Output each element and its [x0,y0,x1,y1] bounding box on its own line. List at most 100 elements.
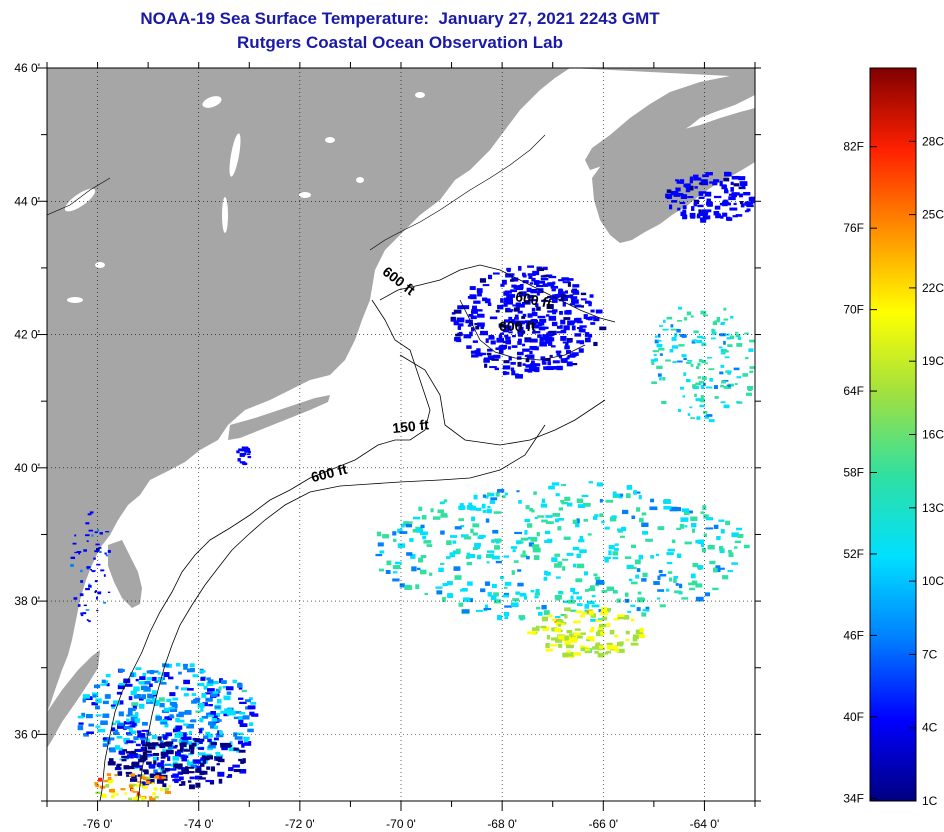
sst-pixel [673,578,677,583]
sst-pixel [151,698,156,703]
sst-pixel [573,652,582,656]
sst-pixel [619,493,624,497]
sst-pixel [504,290,512,294]
sst-pixel [206,766,211,770]
sst-pixel [579,340,585,345]
sst-pixel [600,611,608,616]
sst-pixel [635,574,640,579]
sst-pixel [124,792,128,795]
sst-pixel [684,541,692,545]
sst-pixel [488,274,493,280]
sst-pixel [423,540,432,544]
sst-pixel [130,717,138,722]
sst-pixel [510,367,515,371]
sst-pixel [138,696,144,701]
sst-pixel [517,338,522,342]
sst-pixel [449,535,458,538]
sst-pixel [461,609,470,614]
longitude-labels: -76 0' -74 0' -72 0' -70 0' -68 0' -66 0' -64 … [83,817,720,831]
sst-pixel [502,329,509,333]
sst-pixel [540,503,548,508]
sst-pixel [199,670,206,673]
sst-pixel [187,766,194,769]
sst-pixel [690,573,696,579]
sst-pixel [529,363,537,367]
sst-pixel [745,356,749,360]
sst-pixel [465,319,473,324]
sst-pixel [561,483,567,487]
sst-pixel [652,350,659,353]
sst-pixel [146,677,153,681]
sst-pixel [712,587,719,591]
sst-pixel [508,356,512,361]
sst-pixel [492,529,499,534]
sst-pixel [86,566,91,569]
sst-pixel [163,672,170,677]
sst-pixel [137,733,146,738]
sst-pixel [153,670,159,673]
sst-pixel [715,213,721,219]
sst-pixel [88,585,92,588]
sst-pixel [467,581,473,586]
sst-pixel [586,638,592,642]
sst-pixel [171,738,178,742]
sst-pixel [565,350,571,354]
sst-pixel [458,505,466,510]
sst-pixel [127,797,132,800]
sst-pixel [525,358,530,363]
sst-pixel [132,791,139,793]
sst-pixel [489,553,495,557]
sst-pixel [578,539,585,543]
sst-pixel [566,552,574,556]
sst-pixel [686,361,692,364]
lon-label: -68 0' [487,817,517,831]
sst-pixel [676,328,681,333]
sst-pixel [422,535,427,540]
sst-pixel [511,570,515,575]
sst-pixel [499,332,504,335]
sst-pixel [243,736,250,740]
sst-pixel [165,732,173,737]
sst-pixel [687,359,693,362]
sst-pixel [708,419,715,423]
sst-pixel [555,576,561,579]
sst-pixel [609,629,615,635]
sst-pixel [184,710,192,715]
sst-pixel [160,760,165,763]
sst-pixel [513,307,520,312]
sst-pixel [115,720,121,724]
sst-pixel [234,711,242,714]
sst-pixel [153,701,161,706]
sst-pixel [220,680,227,684]
sst-pixel [162,770,167,774]
sst-pixel [164,767,171,772]
sst-pixel [599,326,607,331]
sst-pixel [133,694,142,699]
sst-pixel [491,583,497,589]
sst-pixel [174,751,181,757]
sst-pixel [546,339,550,344]
sst-pixel [128,707,136,712]
sst-pixel [681,334,685,338]
sst-pixel [582,502,591,507]
sst-pixel [176,778,181,782]
sst-pixel [224,708,233,713]
sst-pixel [564,614,568,619]
sst-pixel [169,708,178,712]
sst-pixel [95,791,101,795]
sst-pixel [251,713,259,717]
sst-pixel [614,649,620,653]
sst-pixel [723,202,731,206]
sst-pixel [570,640,578,643]
lat-label: 36 0' [14,727,40,741]
sst-pixel [405,523,413,528]
sst-pixel [141,796,146,801]
lat-label: 46 0' [14,61,40,75]
sst-pixel [495,560,502,564]
sst-pixel [247,455,252,459]
sst-pixel [546,332,554,337]
sst-pixel [666,562,673,565]
sst-pixel [529,338,538,343]
sst-pixel [139,776,145,780]
